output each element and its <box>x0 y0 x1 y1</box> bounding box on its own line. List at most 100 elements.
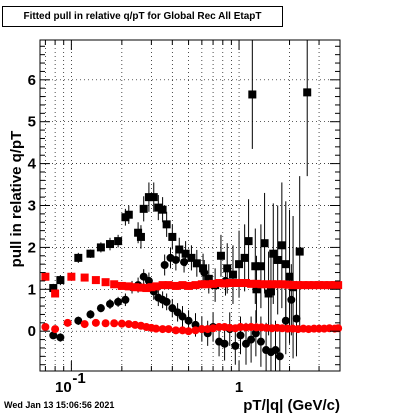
black-circle-marker <box>178 312 187 321</box>
black-circle-marker <box>251 329 260 338</box>
black-circle-marker <box>184 316 193 325</box>
black-square-marker <box>295 247 304 256</box>
black-square-marker <box>49 284 58 293</box>
red-circle-marker <box>209 324 218 333</box>
red-circle-marker <box>41 323 50 332</box>
red-circle-marker <box>164 325 173 334</box>
red-square-marker <box>131 283 140 292</box>
y-tick-label: 1 <box>28 281 36 298</box>
red-circle-marker <box>184 327 193 336</box>
black-square-marker <box>273 255 282 264</box>
black-square-marker <box>204 274 213 283</box>
black-square-marker <box>56 276 65 285</box>
black-circle-marker <box>275 352 284 361</box>
black-square-marker <box>86 249 95 258</box>
black-square-marker <box>144 193 153 202</box>
black-circle-marker <box>281 316 290 325</box>
red-square-marker <box>304 281 313 290</box>
red-circle-marker <box>158 325 167 334</box>
black-circle-marker <box>74 316 83 325</box>
red-square-marker <box>164 281 173 290</box>
red-square-marker <box>147 283 156 292</box>
red-square-marker <box>320 281 329 290</box>
red-square-marker <box>294 281 303 290</box>
red-circle-marker <box>110 319 119 328</box>
black-square-marker <box>158 205 167 214</box>
red-square-marker <box>315 281 324 290</box>
y-tick-label: 6 <box>28 72 36 89</box>
chart-title: Fitted pull in relative q/pT for Global … <box>2 6 283 27</box>
black-circle-marker <box>200 268 209 277</box>
black-square-marker <box>187 253 196 262</box>
red-circle-marker <box>191 326 200 335</box>
red-square-marker <box>171 281 180 290</box>
red-square-marker <box>152 282 161 291</box>
red-square-marker <box>101 278 110 287</box>
red-square-marker <box>67 272 76 281</box>
black-square-marker <box>192 259 201 268</box>
black-square-marker <box>199 264 208 273</box>
y-tick-label: 4 <box>28 156 37 173</box>
red-square-marker <box>299 281 308 290</box>
black-square-marker <box>96 243 105 252</box>
red-square-marker <box>262 280 271 289</box>
black-square-marker <box>285 272 294 281</box>
black-square-marker <box>252 285 261 294</box>
red-square-marker <box>325 281 334 290</box>
black-square-marker <box>181 249 190 258</box>
black-square-marker <box>162 220 171 229</box>
black-square-marker <box>281 260 290 269</box>
black-circle-marker <box>247 335 256 344</box>
y-tick-label: 3 <box>28 198 36 215</box>
black-circle-marker <box>86 310 95 319</box>
black-square-marker <box>251 262 260 271</box>
red-circle-marker <box>80 320 89 329</box>
red-square-marker <box>273 280 282 289</box>
red-square-marker <box>231 279 240 288</box>
x-tick-label: 10 <box>55 379 72 396</box>
red-square-marker <box>41 272 50 281</box>
x-tick-exponent: -1 <box>72 370 85 387</box>
red-square-marker <box>51 289 60 298</box>
red-square-marker <box>124 282 133 291</box>
black-square-marker <box>228 270 237 279</box>
black-square-marker <box>139 204 148 213</box>
red-square-marker <box>142 284 151 293</box>
red-square-marker <box>209 279 218 288</box>
black-square-marker <box>260 239 269 248</box>
red-square-marker <box>136 283 145 292</box>
black-circle-marker <box>292 314 301 323</box>
black-square-marker <box>134 228 143 237</box>
red-circle-marker <box>215 323 224 332</box>
black-circle-marker <box>220 339 229 348</box>
y-tick-label: 5 <box>28 114 36 131</box>
black-square-marker <box>154 203 163 212</box>
red-circle-marker <box>334 324 343 333</box>
red-circle-marker <box>117 319 126 328</box>
black-circle-marker <box>96 304 105 313</box>
red-square-marker <box>252 279 261 288</box>
black-circle-marker <box>56 333 65 342</box>
red-square-marker <box>225 279 234 288</box>
black-square-marker <box>244 237 253 246</box>
black-square-marker <box>136 232 145 241</box>
black-square-marker <box>269 249 278 258</box>
black-circle-marker <box>160 260 169 269</box>
red-square-marker <box>247 279 256 288</box>
timestamp: Wed Jan 13 15:06:56 2021 <box>4 400 115 410</box>
black-circle-marker <box>121 295 130 304</box>
x-axis-title: pT/|q| (GeV/c) <box>243 397 340 414</box>
red-square-marker <box>117 281 126 290</box>
red-circle-marker <box>171 326 180 335</box>
red-circle-marker <box>124 320 133 329</box>
black-circle-marker <box>49 331 58 340</box>
red-square-marker <box>110 280 119 289</box>
black-square-marker <box>303 88 312 97</box>
y-axis-title: pull in relative q/pT <box>8 131 25 268</box>
black-circle-marker <box>236 331 245 340</box>
black-square-marker <box>235 260 244 269</box>
black-circle-marker <box>287 295 296 304</box>
red-square-marker <box>203 280 212 289</box>
black-square-marker <box>175 245 184 254</box>
red-square-marker <box>158 281 167 290</box>
